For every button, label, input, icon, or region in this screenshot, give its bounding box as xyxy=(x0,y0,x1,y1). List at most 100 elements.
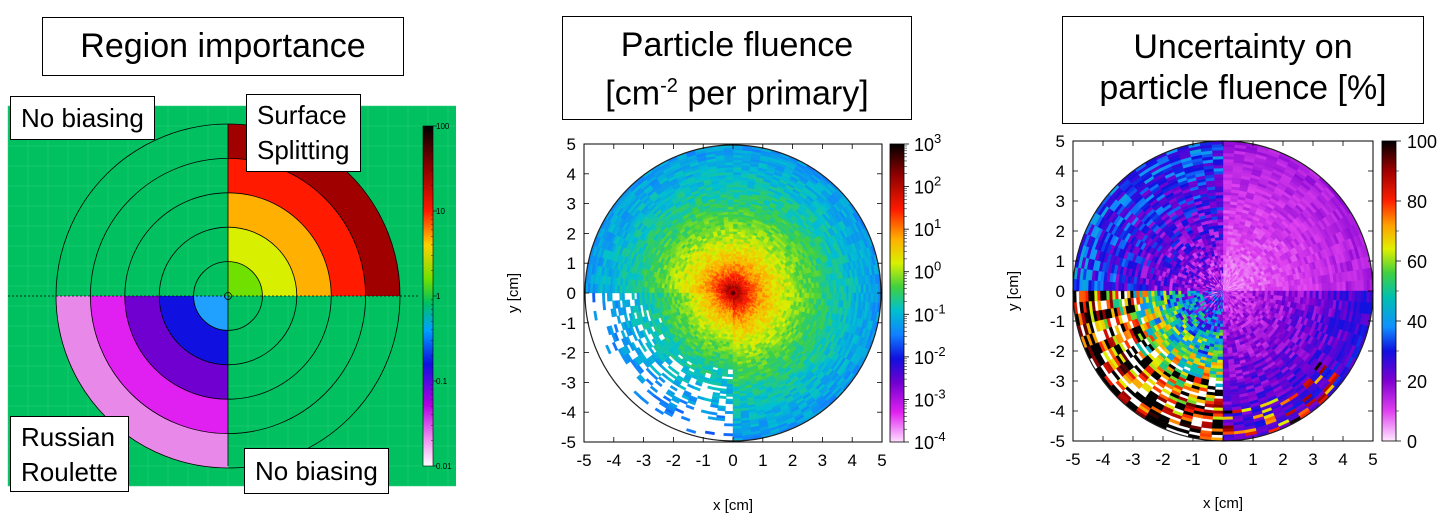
fluence-cell xyxy=(732,401,741,405)
fluence-cell xyxy=(801,288,805,294)
fluence-cell xyxy=(636,286,640,294)
fluence-cell xyxy=(796,288,800,294)
importance-shell-splitting xyxy=(228,261,263,296)
fluence-cell xyxy=(732,203,740,208)
fluence-cell xyxy=(732,196,740,200)
fluence-cell xyxy=(772,292,776,296)
fluence-cell xyxy=(764,292,768,296)
importance-colorbar-label: 0.1 xyxy=(436,377,448,386)
fluence-cell xyxy=(811,292,815,299)
fluence-cell xyxy=(641,292,645,300)
fluence-cell xyxy=(732,374,739,378)
fluence-cell xyxy=(732,371,739,375)
fluence-cell xyxy=(693,292,697,296)
fluence-cell xyxy=(732,398,741,402)
fluence-cell xyxy=(661,288,665,294)
fluence-cell xyxy=(777,289,781,294)
fluence-cell xyxy=(726,393,734,397)
fluence-cell xyxy=(809,292,813,299)
fluence-cell xyxy=(828,292,832,300)
fluence-cell xyxy=(801,292,805,298)
fluence-cell xyxy=(734,258,738,262)
fluence-cell xyxy=(818,292,823,300)
fluence-cell xyxy=(717,407,726,412)
fluence-cell xyxy=(745,292,749,295)
fluence-cell xyxy=(794,288,798,294)
fluence-cell xyxy=(732,194,740,198)
fluence-cell xyxy=(727,206,734,210)
fluence-cell xyxy=(806,292,810,299)
fluence-cell xyxy=(732,201,740,205)
fluence-cell xyxy=(728,324,732,328)
fluence-cell xyxy=(831,292,835,300)
fluence-cell xyxy=(688,292,692,297)
fluence-cell xyxy=(693,290,697,294)
fluence-cell xyxy=(728,349,734,353)
fluence-cell xyxy=(666,288,670,294)
fluence-cell xyxy=(730,319,734,323)
fluence-cell xyxy=(729,342,734,346)
fluence-cell xyxy=(836,285,840,294)
fluence-cell xyxy=(726,383,734,387)
fluence-cell xyxy=(732,211,739,215)
fluence-cell xyxy=(831,286,835,294)
fluence-cell xyxy=(724,410,734,415)
fluence-cell xyxy=(729,334,734,338)
fluence-cell xyxy=(841,292,845,301)
fluence-cell xyxy=(728,233,734,237)
fluence-cell xyxy=(732,324,736,328)
fluence-cell xyxy=(806,287,810,294)
fluence-cell xyxy=(727,213,734,217)
fluence-cell xyxy=(732,253,736,257)
fluence-cell xyxy=(767,290,771,294)
fluence-cell xyxy=(646,287,650,294)
fluence-cell xyxy=(732,240,737,244)
fluence-cell xyxy=(606,292,611,302)
fluence-cell xyxy=(690,290,694,294)
fluence-cell xyxy=(732,339,737,343)
fluence-cell xyxy=(730,250,734,254)
fluence-cell xyxy=(732,329,736,333)
fluence-cell xyxy=(728,228,734,232)
fluence-cell xyxy=(732,191,740,195)
fluence-cell xyxy=(732,260,736,264)
fluence-cell xyxy=(747,292,751,295)
fluence-cell xyxy=(695,292,699,296)
fluence-cell xyxy=(726,388,734,392)
fluence-cells xyxy=(585,145,881,441)
fluence-cell xyxy=(750,292,753,295)
fluence-cell xyxy=(726,203,734,208)
fluence-cell xyxy=(734,260,738,264)
fluence-cell xyxy=(651,292,655,299)
fluence-cell xyxy=(729,337,734,341)
fluence-cell xyxy=(759,292,763,296)
fluence-cell xyxy=(731,314,734,318)
fluence-cell xyxy=(836,292,840,301)
fluence-cell xyxy=(732,233,738,237)
fluence-cell xyxy=(799,292,803,298)
fluence-cell xyxy=(730,329,734,333)
fluence-cell xyxy=(683,289,687,294)
importance-center-marker xyxy=(224,292,232,300)
fluence-cell xyxy=(833,292,837,300)
fluence-cell xyxy=(730,258,734,262)
fluence-cell xyxy=(683,292,687,297)
fluence-cell xyxy=(823,292,827,300)
fluence-cell xyxy=(769,290,773,294)
fluence-cell xyxy=(796,292,800,298)
fluence-cell xyxy=(732,184,741,188)
fluence-cell xyxy=(726,386,734,390)
fluence-cell xyxy=(754,292,758,295)
fluence-cell xyxy=(764,294,768,298)
fluence-cell xyxy=(730,255,734,259)
fluence-cell xyxy=(727,218,734,222)
fluence-cell xyxy=(728,361,734,365)
fluence-cell xyxy=(838,285,842,294)
fluence-cell xyxy=(814,292,818,299)
fluence-cell xyxy=(784,289,788,294)
fluence-cell xyxy=(729,344,734,348)
fluence-cell xyxy=(729,245,734,249)
importance-shell-roulette xyxy=(193,296,228,331)
fluence-cell xyxy=(732,388,740,392)
